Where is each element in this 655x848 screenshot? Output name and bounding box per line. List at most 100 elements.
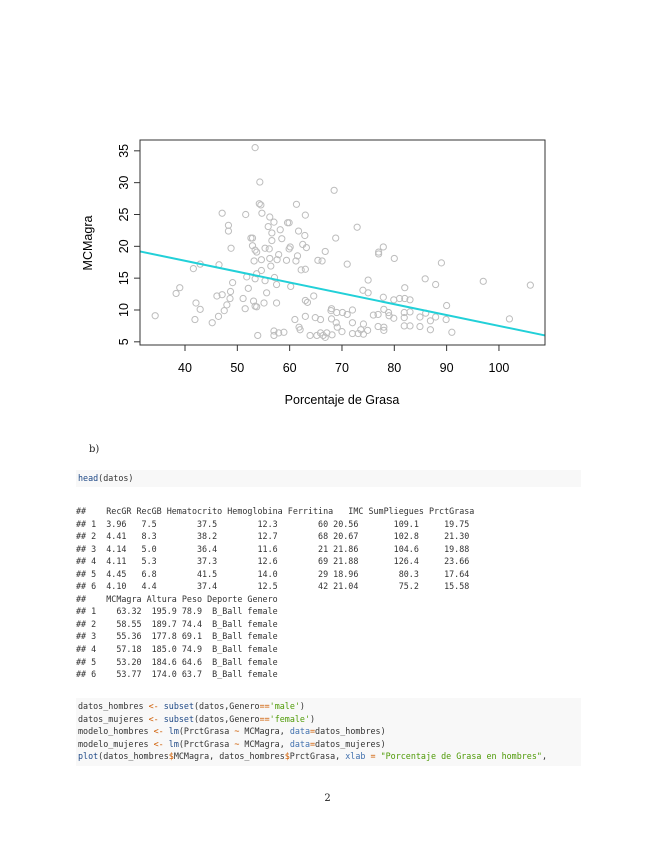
data-point [401, 294, 409, 303]
y-tick-label: 5 [117, 338, 131, 345]
code-block-head: head(datos) [76, 470, 581, 487]
data-point [226, 294, 234, 303]
y-tick-label: 10 [117, 303, 131, 317]
data-point [291, 315, 299, 324]
data-point [379, 243, 387, 251]
data-point [364, 276, 372, 284]
code-token: = [309, 726, 316, 737]
code-token: MCMagra, [239, 738, 290, 749]
y-axis-label: MCMagra [81, 216, 95, 271]
data-point [303, 298, 312, 306]
code-args: (datos) [98, 473, 134, 483]
data-point [286, 243, 294, 251]
data-point [220, 307, 228, 315]
regression-line [139, 250, 546, 337]
data-point [293, 252, 302, 260]
data-point [348, 319, 357, 327]
data-point [332, 319, 340, 327]
code-token: data [289, 726, 310, 737]
data-point [275, 250, 283, 259]
code-token: 'male' [269, 701, 300, 711]
output-line: ## RecGR RecGB Hematocrito Hemoglobina F… [76, 506, 475, 516]
data-point [357, 326, 365, 334]
code-token: ) [299, 701, 305, 711]
output-line: ## 1 63.32 195.9 78.9 B_Ball female [76, 606, 278, 617]
x-tick-label: 90 [440, 361, 454, 375]
data-point [223, 301, 231, 309]
code-token: (datos,Genero [194, 701, 260, 711]
data-point [282, 256, 291, 264]
data-point [242, 210, 250, 219]
output-line: ## 4 4.11 5.3 37.3 12.6 69 21.88 126.4 2… [76, 556, 470, 567]
data-point [390, 254, 398, 263]
data-point [400, 314, 408, 322]
code-token: <- [153, 738, 164, 749]
data-point [310, 292, 318, 300]
data-point [244, 284, 252, 292]
data-point [301, 296, 309, 305]
data-point [287, 282, 295, 291]
y-tick-label: 35 [117, 144, 131, 158]
data-point [260, 299, 268, 307]
data-point [437, 259, 445, 267]
data-point [384, 308, 393, 317]
data-point [390, 296, 398, 304]
data-point [251, 144, 259, 152]
data-point [364, 326, 372, 334]
data-point [176, 284, 184, 292]
data-point [306, 331, 314, 340]
data-point [218, 291, 226, 299]
data-point [292, 200, 301, 208]
data-point [406, 308, 414, 316]
x-tick-label: 100 [489, 361, 510, 375]
data-point [359, 320, 368, 328]
data-point [208, 319, 216, 327]
data-point [332, 234, 340, 242]
data-point [321, 247, 329, 256]
data-point [270, 327, 278, 335]
code-token: modelo_mujeres [78, 738, 154, 749]
code-token: (datos,Genero [194, 713, 260, 724]
data-point [253, 248, 261, 256]
data-point [401, 284, 409, 292]
section-label: b) [89, 444, 100, 455]
data-point [218, 209, 226, 217]
x-tick-label: 40 [178, 361, 192, 375]
code-line: plot(datos_hombres$MCMagra, datos_hombre… [78, 750, 579, 763]
code-token: ) [310, 713, 316, 724]
data-point [294, 227, 303, 235]
data-point [256, 178, 264, 186]
code-token: == [259, 713, 270, 724]
data-point [214, 312, 223, 320]
plot-box [139, 139, 546, 346]
code-token: MCMagra, datos_hombres [173, 751, 285, 762]
data-point [192, 299, 200, 307]
code-token: (PrctGrasa [178, 726, 235, 737]
data-point [263, 289, 271, 297]
x-tick-label: 70 [335, 361, 349, 375]
data-point [270, 218, 278, 226]
data-point [229, 279, 237, 287]
output-line: ## 6 4.10 4.4 37.4 12.5 42 21.04 75.2 15… [76, 581, 470, 592]
output-line: ## MCMagra Altura Peso Deporte Genero [76, 593, 278, 604]
code-token: modelo_hombres [78, 726, 154, 737]
data-point [505, 315, 514, 323]
data-point [254, 331, 262, 340]
data-point [266, 213, 274, 221]
data-point [375, 250, 383, 258]
data-point [442, 315, 450, 324]
data-point [327, 315, 336, 323]
data-point [250, 257, 258, 265]
data-point [297, 266, 305, 274]
data-point [301, 265, 309, 273]
output-line: ## 3 4.14 5.0 36.4 11.6 21 21.86 104.6 1… [76, 543, 470, 554]
data-point [448, 328, 456, 336]
code-token: data [289, 738, 310, 749]
output-line: ## 4 57.18 185.0 74.9 B_Ball female [76, 644, 278, 655]
code-token: plot [78, 751, 99, 762]
code-token: "Porcentaje de Grasa en hombres" [380, 751, 542, 762]
output-line: ## 2 4.41 8.3 38.2 12.7 68 20.67 102.8 2… [76, 531, 470, 542]
data-point [416, 313, 424, 321]
data-point [267, 262, 275, 270]
code-line: modelo_mujeres <- lm(PrctGrasa ~ MCMagra… [78, 738, 579, 751]
